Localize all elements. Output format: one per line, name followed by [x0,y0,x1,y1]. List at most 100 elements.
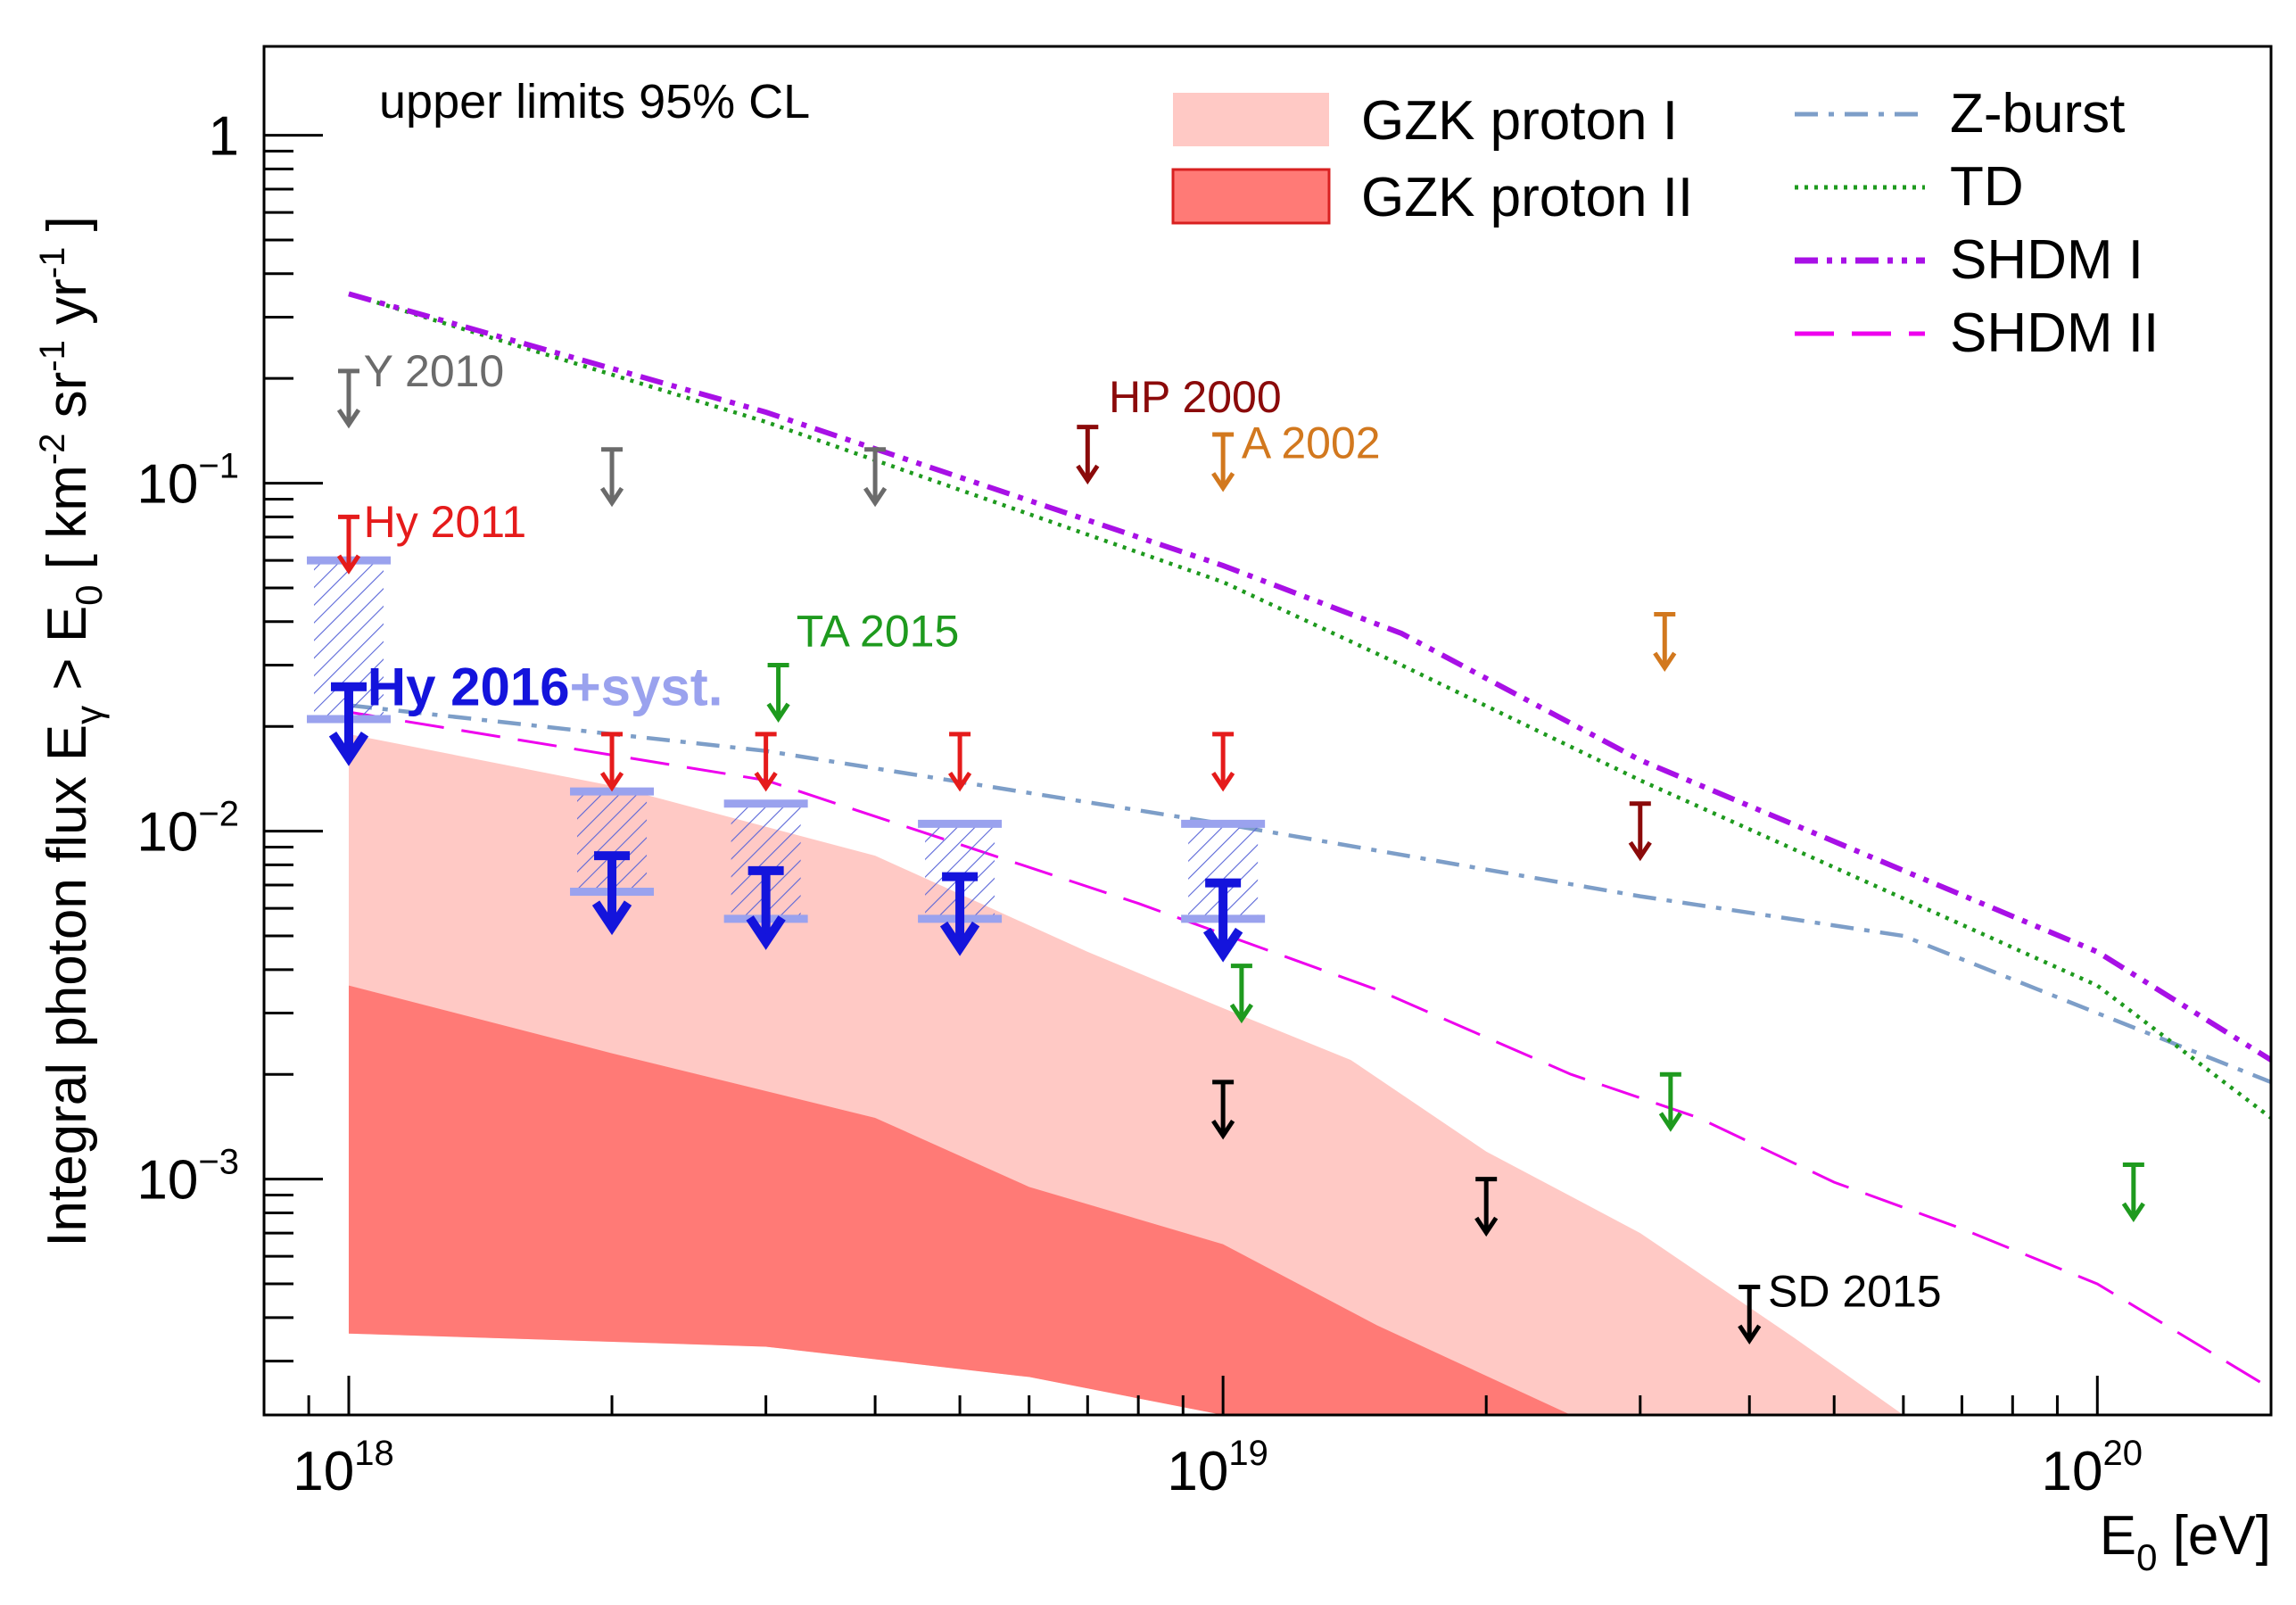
limit-y-2010-0-head [336,409,361,429]
y-title-main: Integral photon flux E [37,724,98,1247]
band-gzk-proton-ii [348,985,1572,1415]
curve-shdm-ii [348,710,2271,1390]
limit-hp-2000-1 [1628,801,1652,862]
limit-sd-2015-1 [1474,1177,1499,1237]
y-tick-label-2: 10−2 [136,795,239,864]
limit-hy-2016-4-head [1202,927,1243,963]
limit-hy-2016-3-head [939,921,980,956]
y-title-sr: sr [37,372,98,434]
limit-hy-2011-1-head [599,772,624,792]
x-tick-label-1: 1019 [1167,1434,1268,1502]
y-tick-label-3: 10−3 [136,1143,239,1212]
legend-label-gzk-proton-i: GZK proton I [1361,90,1678,152]
y-title-exp3: -1 [33,247,72,279]
limit-ta-2015-2-head [1658,1112,1682,1132]
x-tick-base: 10 [2042,1441,2103,1502]
curve-shdm-i [348,291,2271,1063]
limit-hp-2000-0 [1076,425,1100,485]
x-title-unit: [eV] [2157,1505,2271,1567]
x-tick-exp: 20 [2103,1434,2143,1473]
label-a-2002: A 2002 [1242,418,1381,468]
upper-limit-arrows [328,368,2145,1344]
y-axis-title: Integral photon flux Eγ > E0 [ km-2 sr-1… [33,216,110,1247]
y-title-unit: [ km [37,465,98,584]
legend-label-shdm-i: SHDM I [1950,229,2143,291]
label-sd-2015: SD 2015 [1768,1267,1942,1317]
x-tick-base: 10 [293,1441,354,1502]
plot-frame [262,45,2273,1417]
limit-hy-2016-1-head [591,900,632,936]
label-hy-2016: Hy 2016+syst. [368,658,723,717]
y-title-yr: yr [37,278,98,340]
label-y-2010: Y 2010 [364,346,505,396]
systematic-boxes [306,556,1266,923]
limit-hy-2011-2-head [754,772,778,792]
y-tick-base: 10 [136,1150,198,1212]
limit-ta-2015-1 [1229,964,1253,1024]
y-title-close: ] [37,216,98,246]
label-syst: +syst. [570,658,723,717]
limit-sd-2015-2-head [1738,1324,1762,1344]
x-axis-title: E0 [eV] [2100,1505,2271,1578]
y-title-gamma: γ [68,706,110,724]
limit-hy-2016-0-head [328,731,369,766]
y-tick-label-0: 1 [209,106,239,168]
x-tick-exp: 18 [354,1434,394,1473]
limit-ta-2015-3 [2121,1162,2145,1223]
limit-y-2010-0 [336,368,361,429]
limit-hy-2011-1 [599,732,624,792]
limit-hy-2016-1 [591,851,632,936]
limit-hy-2011-0 [336,514,361,575]
y-tick-base: 1 [209,106,239,168]
y-title-sub0: 0 [68,584,110,605]
y-tick-label-1: 10−1 [136,447,239,516]
y-title-gt: > E [37,606,98,706]
limit-y-2010-2-head [863,486,888,508]
label-hp-2000: HP 2000 [1109,372,1282,422]
note-text: upper limits 95% CL [379,75,810,128]
limit-hy-2016-3 [939,872,980,956]
limit-y-2010-2 [863,447,888,508]
limit-a-2002-1 [1653,612,1677,673]
y-tick-base: 10 [136,454,198,516]
y-title-exp1: -2 [33,434,72,466]
limit-sd-2015-2 [1738,1284,1762,1344]
x-tick-base: 10 [1167,1441,1228,1502]
limit-hy-2016-0 [328,682,369,766]
limit-hy-2016-2-head [746,915,786,950]
x-title-main: E [2100,1505,2136,1567]
y-tick-base: 10 [136,802,198,864]
x-tick-label-2: 1020 [2042,1434,2143,1502]
limit-hy-2011-2 [754,732,778,792]
limit-hy-2011-4-head [1211,772,1235,792]
limit-hy-2016-2 [746,865,786,950]
limit-hy-2011-3 [948,732,972,792]
x-title-sub: 0 [2136,1536,2157,1578]
limit-hp-2000-1-head [1628,840,1652,862]
legend: GZK proton I GZK proton II Z-burst TD SHDM I… [1171,83,2159,364]
limit-ta-2015-3-head [2121,1202,2145,1223]
legend-label-z-burst: Z-burst [1950,83,2125,145]
axis-ticks [262,134,2099,1415]
legend-label-gzk-proton-ii: GZK proton II [1361,167,1693,228]
legend-label-td: TD [1950,156,2024,218]
x-tick-exp: 19 [1228,1434,1268,1473]
limit-ta-2015-0 [766,663,790,724]
limit-sd-2015-0-head [1211,1120,1235,1140]
limit-hy-2016-4 [1202,878,1243,963]
y-title-exp2: -1 [33,340,72,372]
limit-ta-2015-1-head [1229,1003,1253,1024]
limit-hy-2011-4 [1211,732,1235,792]
limit-ta-2015-2 [1658,1071,1682,1132]
limit-a-2002-0 [1211,432,1235,492]
y-tick-exp: −1 [198,447,239,486]
legend-swatch-gzk-proton-ii [1171,168,1331,225]
limit-hp-2000-0-head [1076,464,1100,485]
limit-y-2010-1 [599,447,624,508]
legend-label-shdm-ii: SHDM II [1950,302,2159,364]
y-tick-exp: −3 [198,1143,239,1182]
y-tick-exp: −2 [198,795,239,834]
